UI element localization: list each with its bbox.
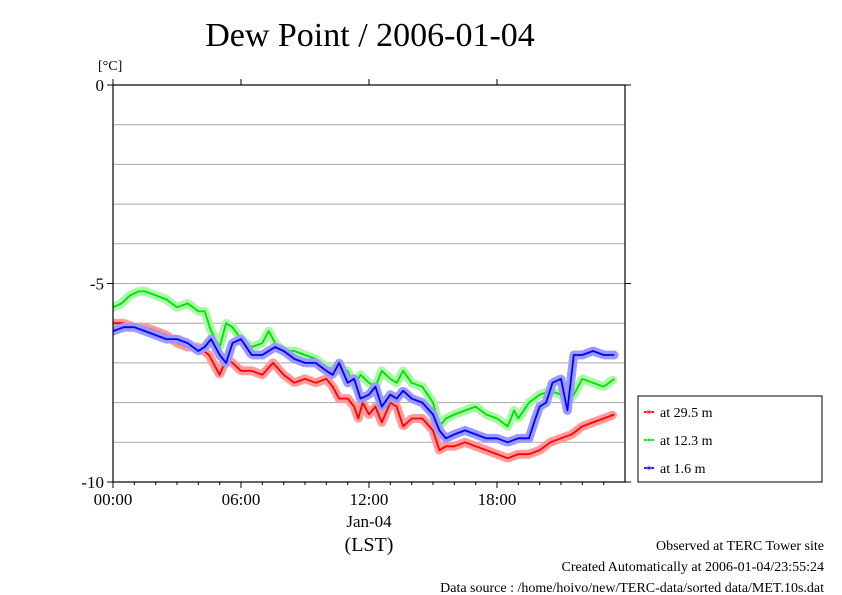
footer-created: Created Automatically at 2006-01-04/23:5…	[562, 560, 824, 575]
legend-marker	[646, 465, 652, 471]
legend-label: at 12.3 m	[660, 434, 713, 449]
plot-frame	[112, 84, 626, 483]
x-axis-zone-label: (LST)	[345, 534, 394, 556]
series-line	[113, 322, 615, 460]
y-tick-label: 0	[96, 76, 105, 95]
y-tick-label: -10	[81, 473, 104, 492]
legend-marker	[646, 437, 652, 443]
x-tick-label: 00:00	[94, 490, 133, 509]
y-axis-unit: [°C]	[98, 59, 122, 74]
series-line	[113, 290, 615, 428]
legend-marker	[646, 409, 652, 415]
x-axis-date-label: Jan-04	[346, 512, 392, 531]
grid-lines	[113, 124, 625, 443]
footer-site: Observed at TERC Tower site	[656, 539, 824, 554]
legend: at 29.5 m at 12.3 m at 1.6 m	[637, 395, 823, 483]
x-tick-label: 06:00	[222, 490, 261, 509]
x-tick-label: 18:00	[478, 490, 517, 509]
chart-title: Dew Point / 2006-01-04	[205, 17, 535, 54]
x-tick-label: 12:00	[350, 490, 389, 509]
legend-label: at 29.5 m	[660, 406, 713, 421]
footer-source: Data source : /home/hoivo/new/TERC-data/…	[440, 581, 824, 595]
series-line	[113, 326, 615, 444]
legend-label: at 1.6 m	[660, 462, 706, 477]
y-tick-label: -5	[90, 275, 104, 294]
series-group	[113, 286, 619, 463]
x-axis-ticks: 00:00 06:00 12:00 18:00	[94, 79, 605, 509]
y-axis-ticks: 0 -5 -10	[81, 76, 631, 492]
legend-box	[637, 395, 823, 483]
